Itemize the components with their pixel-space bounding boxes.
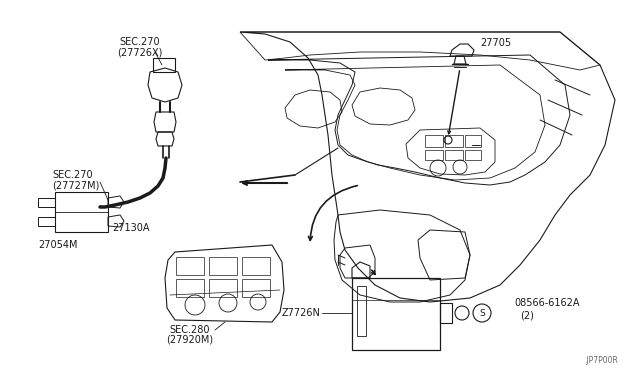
Text: Z7726N: Z7726N	[281, 308, 320, 318]
Bar	[209, 257, 237, 275]
Bar	[465, 135, 481, 147]
Text: (27920M): (27920M)	[166, 335, 214, 345]
Bar	[425, 150, 443, 160]
Text: (27726X): (27726X)	[117, 47, 163, 57]
Bar	[465, 150, 481, 160]
Bar	[445, 150, 463, 160]
Bar	[242, 257, 270, 275]
Bar	[445, 135, 463, 147]
Text: SEC.280: SEC.280	[170, 325, 211, 335]
Bar	[425, 135, 443, 147]
Bar	[176, 257, 204, 275]
Text: SEC.270: SEC.270	[120, 37, 160, 47]
Text: (2): (2)	[520, 310, 534, 320]
Text: SEC.270: SEC.270	[52, 170, 93, 180]
Bar	[176, 279, 204, 297]
Bar	[209, 279, 237, 297]
Text: 27130A: 27130A	[112, 223, 150, 233]
Text: S: S	[479, 308, 485, 317]
Text: 27054M: 27054M	[38, 240, 77, 250]
Text: 27705: 27705	[480, 38, 511, 48]
Bar	[242, 279, 270, 297]
Text: (27727M): (27727M)	[52, 180, 99, 190]
Text: 08566-6162A: 08566-6162A	[514, 298, 579, 308]
Text: .JP7P00R: .JP7P00R	[584, 356, 618, 365]
